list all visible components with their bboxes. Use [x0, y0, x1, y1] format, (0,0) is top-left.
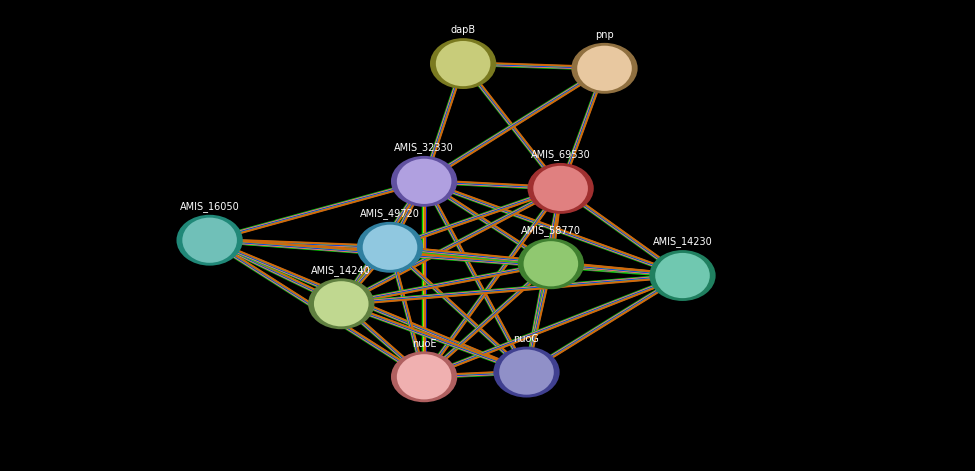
Text: AMIS_16050: AMIS_16050 [179, 201, 240, 212]
Text: dapB: dapB [450, 25, 476, 35]
Ellipse shape [308, 278, 374, 329]
Text: AMIS_32330: AMIS_32330 [394, 142, 454, 153]
Ellipse shape [397, 159, 451, 204]
Ellipse shape [314, 281, 369, 326]
Ellipse shape [430, 38, 496, 89]
Ellipse shape [182, 218, 237, 263]
Ellipse shape [176, 215, 243, 266]
Ellipse shape [363, 225, 417, 270]
Ellipse shape [493, 347, 560, 398]
Text: pnp: pnp [595, 30, 614, 40]
Ellipse shape [518, 238, 584, 289]
Ellipse shape [436, 41, 490, 86]
Ellipse shape [527, 163, 594, 214]
Text: nuoG: nuoG [514, 334, 539, 344]
Ellipse shape [397, 354, 451, 399]
Text: AMIS_69530: AMIS_69530 [530, 149, 591, 160]
Ellipse shape [391, 156, 457, 207]
Ellipse shape [524, 241, 578, 286]
Ellipse shape [499, 349, 554, 395]
Text: AMIS_58770: AMIS_58770 [521, 225, 581, 236]
Ellipse shape [571, 43, 638, 94]
Ellipse shape [533, 166, 588, 211]
Text: AMIS_49720: AMIS_49720 [360, 208, 420, 219]
Ellipse shape [357, 222, 423, 273]
Ellipse shape [391, 351, 457, 402]
Ellipse shape [577, 46, 632, 91]
Ellipse shape [655, 253, 710, 298]
Text: nuoE: nuoE [411, 339, 437, 349]
Text: AMIS_14240: AMIS_14240 [311, 265, 371, 276]
Text: AMIS_14230: AMIS_14230 [652, 236, 713, 247]
Ellipse shape [649, 250, 716, 301]
